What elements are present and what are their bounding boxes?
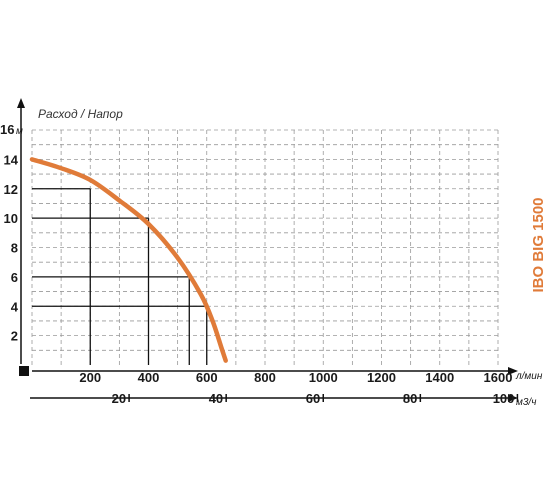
x-tick-label: 1600 [484,370,513,385]
x-tick-label: 800 [254,370,276,385]
x-tick-label: 600 [196,370,218,385]
performance-curve [29,157,228,363]
x2-tick-label: 60 [306,391,320,406]
y-tick-labels: 2 4 6 8 10 12 14 [4,152,19,343]
x-tick-label: 1400 [425,370,454,385]
y-tick-label: 4 [11,299,19,314]
x2-tick-label: 40 [209,391,223,406]
x-tick-label: 200 [79,370,101,385]
x2-tick-label: 80 [403,391,417,406]
y-tick-label: 2 [11,329,18,344]
y-tick-label: 12 [4,182,18,197]
reference-lines [32,188,208,365]
x-unit-label: л/мин [515,371,543,382]
y-tick-label: 6 [11,270,18,285]
x-tick-labels: 200 400 600 800 1000 1200 1400 1600 [79,370,512,385]
x2-unit-label: м3/ч [516,397,536,408]
y-axis-arrow-icon [17,98,25,108]
model-label: IBO BIG 1500 [530,197,547,292]
x-tick-label: 1200 [367,370,396,385]
y-tick-label: 8 [11,241,18,256]
x-axis-arrow-icon [508,367,518,375]
y-unit-label: м [16,126,23,137]
x2-tick-label: 20 [112,391,126,406]
y-top-label: 16 [0,122,14,137]
y-tick-label: 10 [4,211,18,226]
x2-axis-arrow-icon [508,394,518,402]
grid-lines [31,129,499,365]
y-axis-title: Расход / Напор [38,107,123,121]
x2-tick-label: 100 [493,391,515,406]
axes [17,98,518,402]
origin-square-icon [19,366,29,376]
x-tick-label: 1000 [309,370,338,385]
y-tick-label: 14 [4,152,19,167]
x2-tick-labels: 20 40 60 80 100 [112,391,515,406]
x2-tick-marks [128,394,519,402]
x-tick-label: 400 [138,370,160,385]
